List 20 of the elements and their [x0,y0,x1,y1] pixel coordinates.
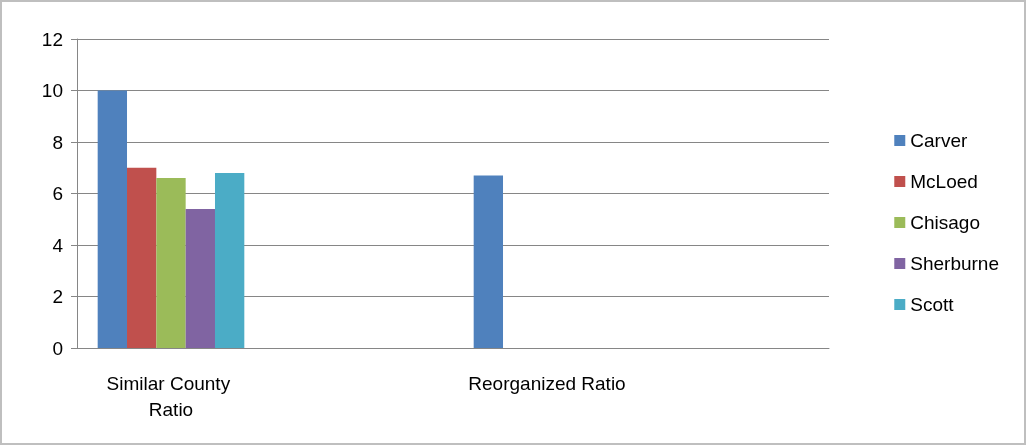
y-tick-label: 2 [52,286,63,307]
y-tick-label: 0 [52,337,63,359]
legend-label: Chisago [910,212,980,233]
legend-label: Sherburne [910,253,1000,274]
y-tick-label: 8 [52,131,63,153]
y-tick-label: 10 [41,80,63,101]
legend-label: Carver [910,130,968,151]
y-tick-label: 12 [41,28,63,50]
legend-label: Scott [910,294,955,315]
x-tick-label: Reorganized Ratio [468,372,626,394]
bar [97,90,128,348]
bar [127,167,157,348]
x-tick-label: Similar County Ratio [106,372,236,420]
bar [185,208,215,348]
y-tick-label: 6 [52,183,63,204]
bar [473,175,504,348]
y-tick-label: 4 [52,234,64,256]
legend-label: McLoed [910,171,978,192]
bar [156,178,186,348]
bar [214,172,245,348]
